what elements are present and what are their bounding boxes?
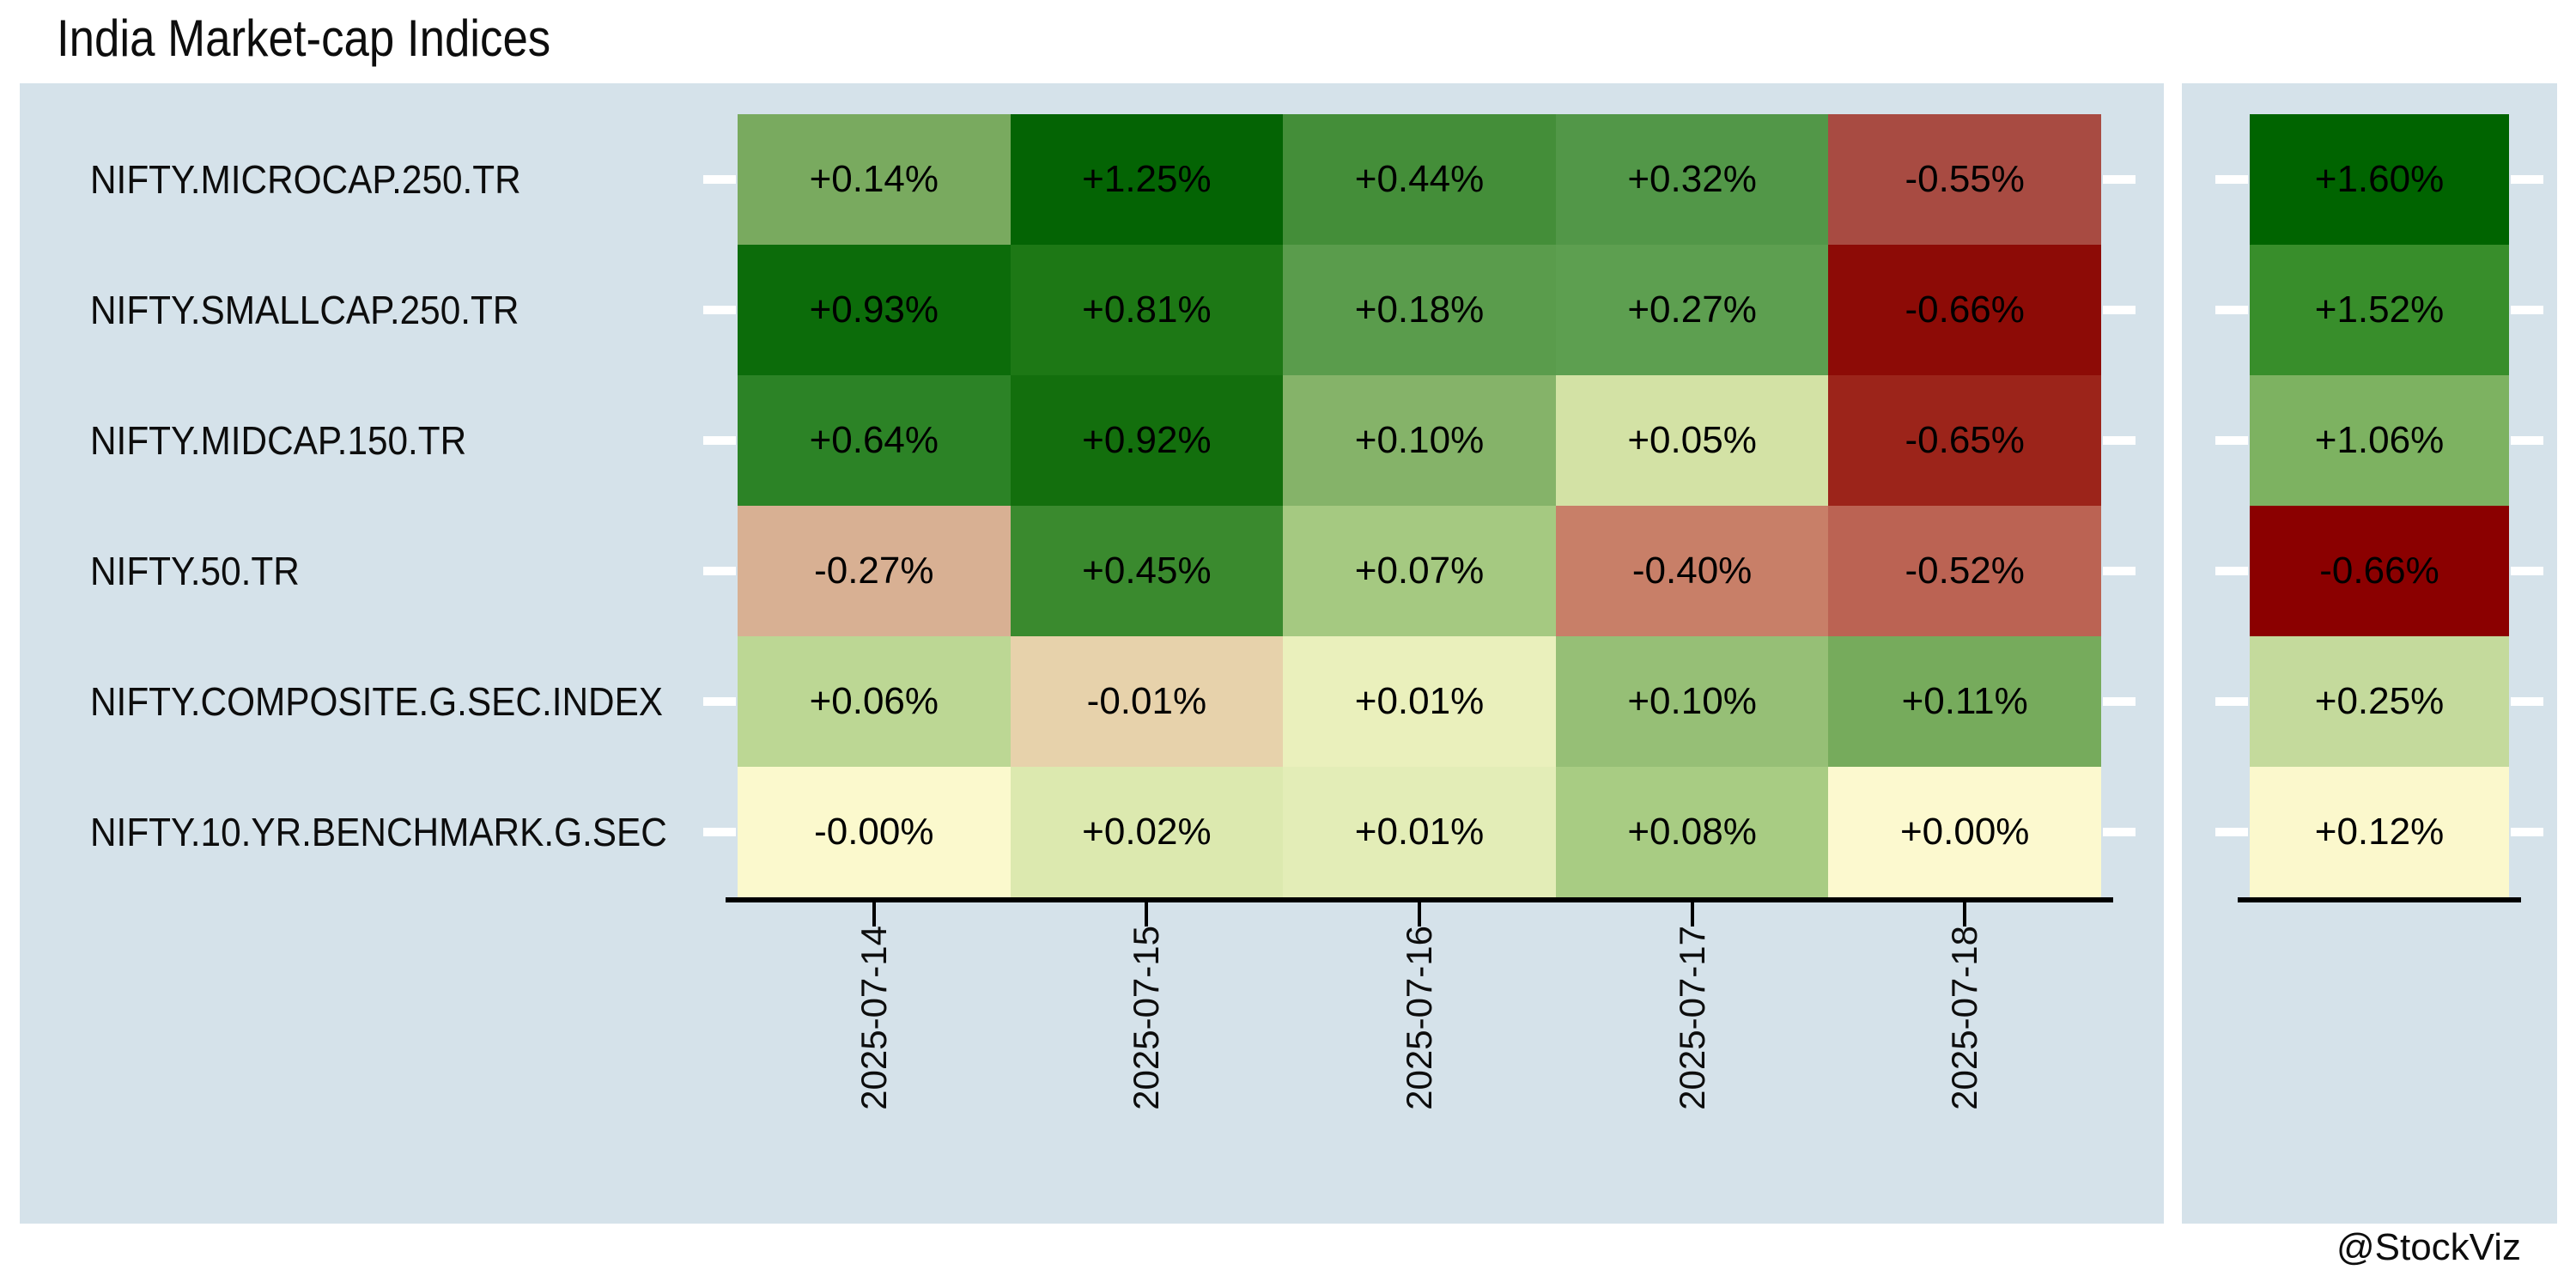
heatmap-cell: +0.01% [1283,767,1556,897]
row-tick-mark [2511,436,2543,445]
x-axis-date-label: 2025-07-16 [1399,926,1439,1110]
heatmap-cell: +0.07% [1283,506,1556,636]
summary-cell: +1.06% [2250,375,2509,506]
heatmap-cell: +0.06% [738,636,1011,767]
row-tick-mark [703,828,736,836]
row-tick-mark [2215,306,2248,314]
row-tick-mark [2103,828,2136,836]
summary-cell: +0.25% [2250,636,2509,767]
heatmap-cell: -0.27% [738,506,1011,636]
row-tick-mark [703,175,736,184]
heatmap-cell: -0.00% [738,767,1011,897]
row-tick-mark [2103,436,2136,445]
summary-cell: +1.60% [2250,114,2509,245]
x-axis-tick [1963,902,1967,927]
heatmap-cell: -0.01% [1010,636,1284,767]
row-tick-mark [2511,175,2543,184]
row-tick-mark [2511,697,2543,706]
heatmap-cell: -0.65% [1828,375,2101,506]
row-tick-mark [2511,306,2543,314]
x-axis-line-main [726,897,2113,902]
summary-cell: -0.66% [2250,506,2509,636]
x-axis-date-label: 2025-07-14 [853,926,894,1110]
heatmap-cell: +0.10% [1555,636,1829,767]
heatmap-cell: +0.08% [1555,767,1829,897]
heatmap-cell: +0.27% [1555,245,1829,375]
x-axis-tick [1418,902,1421,927]
row-label: NIFTY.SMALLCAP.250.TR [90,288,519,332]
row-tick-mark [703,306,736,314]
row-label: NIFTY.MIDCAP.150.TR [90,418,467,463]
x-axis-tick [1690,902,1694,927]
heatmap-cell: +0.81% [1010,245,1284,375]
x-axis-date-label: 2025-07-18 [1944,926,1985,1110]
row-label: NIFTY.COMPOSITE.G.SEC.INDEX [90,679,664,724]
heatmap-cell: +0.10% [1283,375,1556,506]
row-tick-mark [2215,175,2248,184]
summary-cell: +1.52% [2250,245,2509,375]
heatmap-cell: +0.64% [738,375,1011,506]
row-tick-mark [2215,436,2248,445]
heatmap-cell: +0.93% [738,245,1011,375]
heatmap-cell: -0.40% [1555,506,1829,636]
row-tick-mark [2215,567,2248,575]
row-tick-mark [2511,567,2543,575]
heatmap-cell: -0.66% [1828,245,2101,375]
x-axis-date-label: 2025-07-17 [1671,926,1712,1110]
row-label: NIFTY.10.YR.BENCHMARK.G.SEC [90,810,667,854]
heatmap-cell: +1.25% [1010,114,1284,245]
heatmap-cell: +0.14% [738,114,1011,245]
row-tick-mark [703,567,736,575]
heatmap-cell: +0.11% [1828,636,2101,767]
row-label: NIFTY.50.TR [90,549,300,593]
x-axis-date-label: 2025-07-15 [1126,926,1167,1110]
row-tick-mark [2103,697,2136,706]
heatmap-cell: +0.32% [1555,114,1829,245]
row-label: NIFTY.MICROCAP.250.TR [90,157,521,202]
heatmap-cell: +0.45% [1010,506,1284,636]
heatmap-cell: +0.44% [1283,114,1556,245]
heatmap-cell: +0.92% [1010,375,1284,506]
heatmap-cell: +0.18% [1283,245,1556,375]
heatmap-cell: +0.02% [1010,767,1284,897]
summary-cell: +0.12% [2250,767,2509,897]
row-tick-mark [703,697,736,706]
heatmap-cell: -0.55% [1828,114,2101,245]
watermark: @StockViz [2336,1226,2521,1268]
heatmap-cell: +0.05% [1555,375,1829,506]
row-tick-mark [703,436,736,445]
x-axis-line-summary [2238,897,2521,902]
row-tick-mark [2103,306,2136,314]
heatmap-cell: +0.01% [1283,636,1556,767]
row-tick-mark [2215,697,2248,706]
row-tick-mark [2103,175,2136,184]
row-tick-mark [2511,828,2543,836]
heatmap-cell: +0.00% [1828,767,2101,897]
row-tick-mark [2103,567,2136,575]
heatmap-cell: -0.52% [1828,506,2101,636]
x-axis-tick [872,902,876,927]
row-tick-mark [2215,828,2248,836]
x-axis-tick [1145,902,1149,927]
figure-title: India Market-cap Indices [57,9,551,67]
